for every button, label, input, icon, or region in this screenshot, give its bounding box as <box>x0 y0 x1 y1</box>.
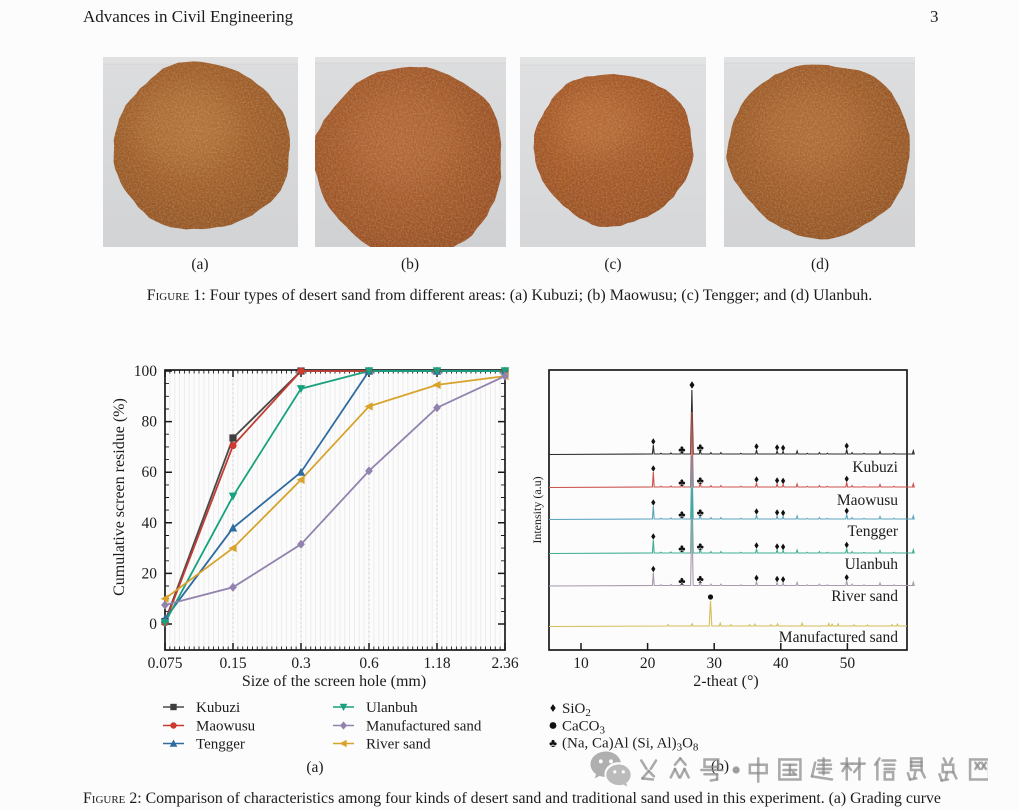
svg-text:♣: ♣ <box>549 736 557 750</box>
svg-text:Ulanbuh: Ulanbuh <box>366 700 418 716</box>
svg-text:♣: ♣ <box>697 442 704 454</box>
svg-text:Tengger: Tengger <box>196 737 245 753</box>
svg-text:♣: ♣ <box>678 477 685 489</box>
svg-text:10: 10 <box>573 655 589 672</box>
svg-text:Cumulative screen residue (%): Cumulative screen residue (%) <box>111 398 128 596</box>
svg-text:Size of the screen hole (mm): Size of the screen hole (mm) <box>242 673 426 690</box>
svg-text:0.6: 0.6 <box>359 655 379 672</box>
svg-text:20: 20 <box>142 565 158 582</box>
svg-text:Maowusu: Maowusu <box>837 492 898 509</box>
svg-text:2-theat (°): 2-theat (°) <box>693 673 758 690</box>
svg-text:30: 30 <box>706 655 722 672</box>
svg-text:Ulanbuh: Ulanbuh <box>845 556 899 573</box>
svg-text:♣: ♣ <box>678 444 685 456</box>
svg-text:♣: ♣ <box>697 507 704 519</box>
svg-text:100: 100 <box>134 363 158 380</box>
svg-text:Tengger: Tengger <box>847 523 898 540</box>
svg-text:SiO2: SiO2 <box>562 701 591 719</box>
svg-text:River sand: River sand <box>831 588 898 605</box>
svg-text:0.15: 0.15 <box>219 655 246 672</box>
svg-text:Kubuzi: Kubuzi <box>196 700 240 716</box>
svg-text:40: 40 <box>773 655 789 672</box>
svg-text:♣: ♣ <box>678 509 685 521</box>
svg-text:(a): (a) <box>306 759 323 776</box>
svg-text:20: 20 <box>640 655 656 672</box>
svg-text:50: 50 <box>840 655 856 672</box>
svg-text:♣: ♣ <box>678 543 685 555</box>
svg-text:80: 80 <box>142 414 158 431</box>
svg-text:River sand: River sand <box>366 737 431 753</box>
svg-text:Manufactured sand: Manufactured sand <box>779 629 898 646</box>
svg-text:40: 40 <box>142 515 158 532</box>
svg-text:Kubuzi: Kubuzi <box>852 459 898 476</box>
svg-text:0.075: 0.075 <box>148 655 183 672</box>
svg-text:0.3: 0.3 <box>291 655 311 672</box>
svg-text:♣: ♣ <box>697 475 704 487</box>
svg-text:Manufactured sand: Manufactured sand <box>366 719 482 735</box>
svg-text:♣: ♣ <box>697 573 704 585</box>
svg-text:♣: ♣ <box>678 575 685 587</box>
svg-text:Intensity (a.u): Intensity (a.u) <box>530 476 544 543</box>
svg-text:60: 60 <box>142 464 158 481</box>
svg-text:(Na, Ca)Al (Si, Al)3O8: (Na, Ca)Al (Si, Al)3O8 <box>562 736 699 754</box>
svg-text:Maowusu: Maowusu <box>196 719 256 735</box>
svg-text:♣: ♣ <box>697 541 704 553</box>
svg-text:CaCO3: CaCO3 <box>562 719 606 737</box>
svg-text:0: 0 <box>149 616 157 633</box>
svg-text:2.36: 2.36 <box>491 655 518 672</box>
svg-text:1.18: 1.18 <box>423 655 450 672</box>
